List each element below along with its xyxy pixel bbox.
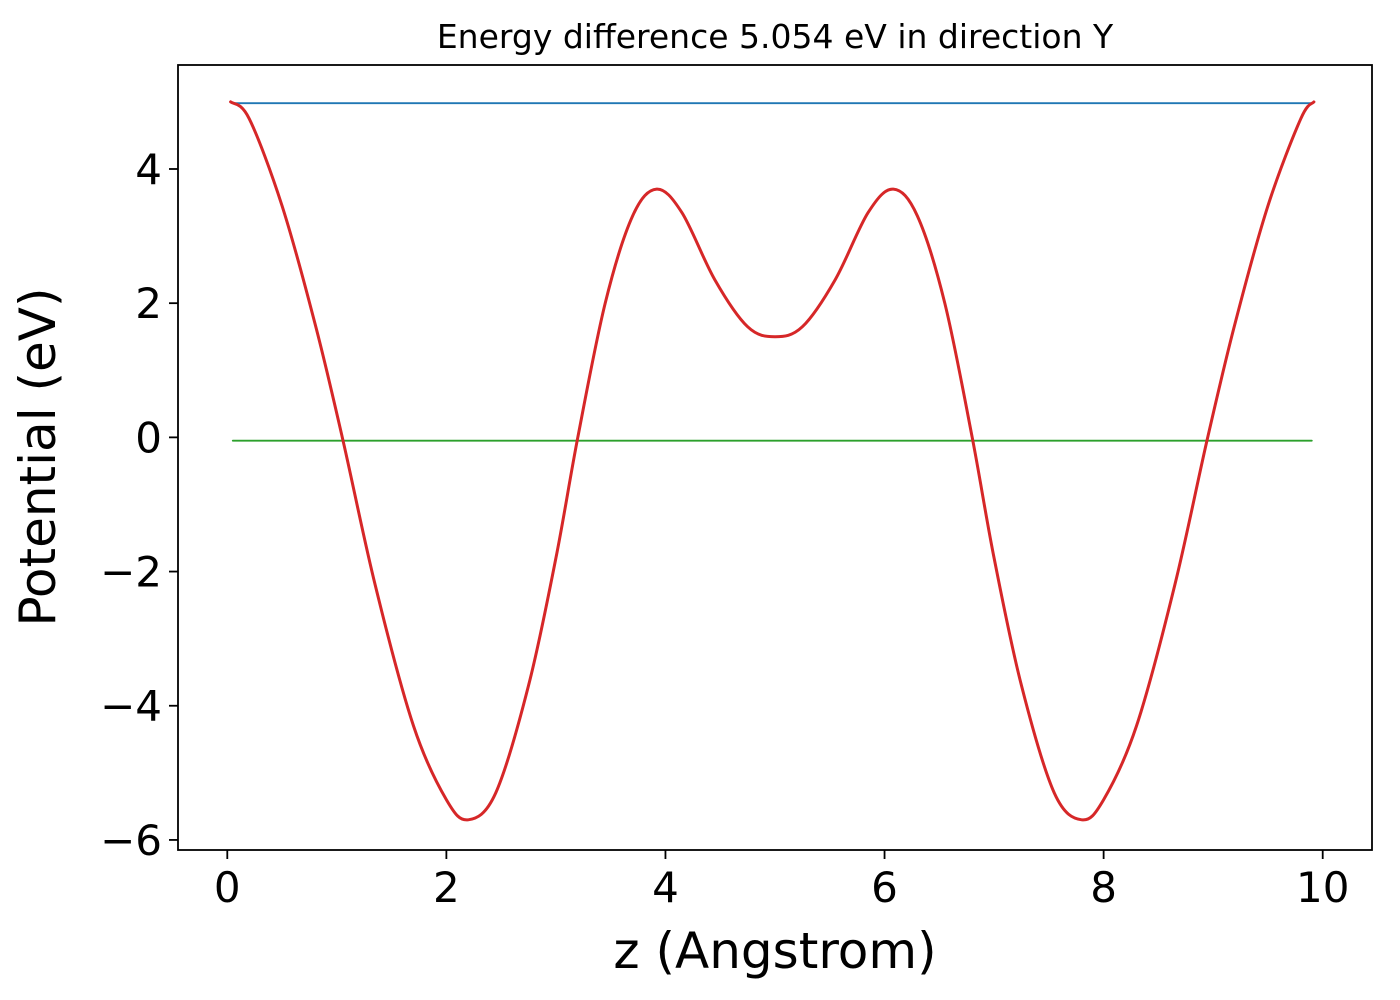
- x-tick-label: 0: [214, 863, 241, 912]
- axes-spines: [177, 64, 1373, 851]
- x-tick-label: 6: [871, 863, 898, 912]
- potential-curve: [229, 100, 1316, 822]
- chart-title: Energy difference 5.054 eV in direction …: [437, 17, 1114, 56]
- y-tick-label: −2: [100, 548, 162, 597]
- y-tick-label: 0: [135, 413, 162, 462]
- y-tick-label: −6: [100, 816, 162, 865]
- x-axis-label: z (Angstrom): [613, 922, 936, 980]
- x-axis-ticks: 0 2 4 6 8 10: [214, 850, 1349, 912]
- x-tick-label: 2: [433, 863, 460, 912]
- y-axis-label: Potential (eV): [9, 288, 67, 627]
- y-axis-ticks: −6 −4 −2 0 2 4: [100, 145, 178, 865]
- y-tick-label: −4: [100, 682, 162, 731]
- y-tick-label: 4: [135, 145, 162, 194]
- series-group: [229, 100, 1316, 822]
- x-tick-label: 10: [1296, 863, 1349, 912]
- x-tick-label: 4: [652, 863, 679, 912]
- y-tick-label: 2: [135, 279, 162, 328]
- x-tick-label: 8: [1090, 863, 1117, 912]
